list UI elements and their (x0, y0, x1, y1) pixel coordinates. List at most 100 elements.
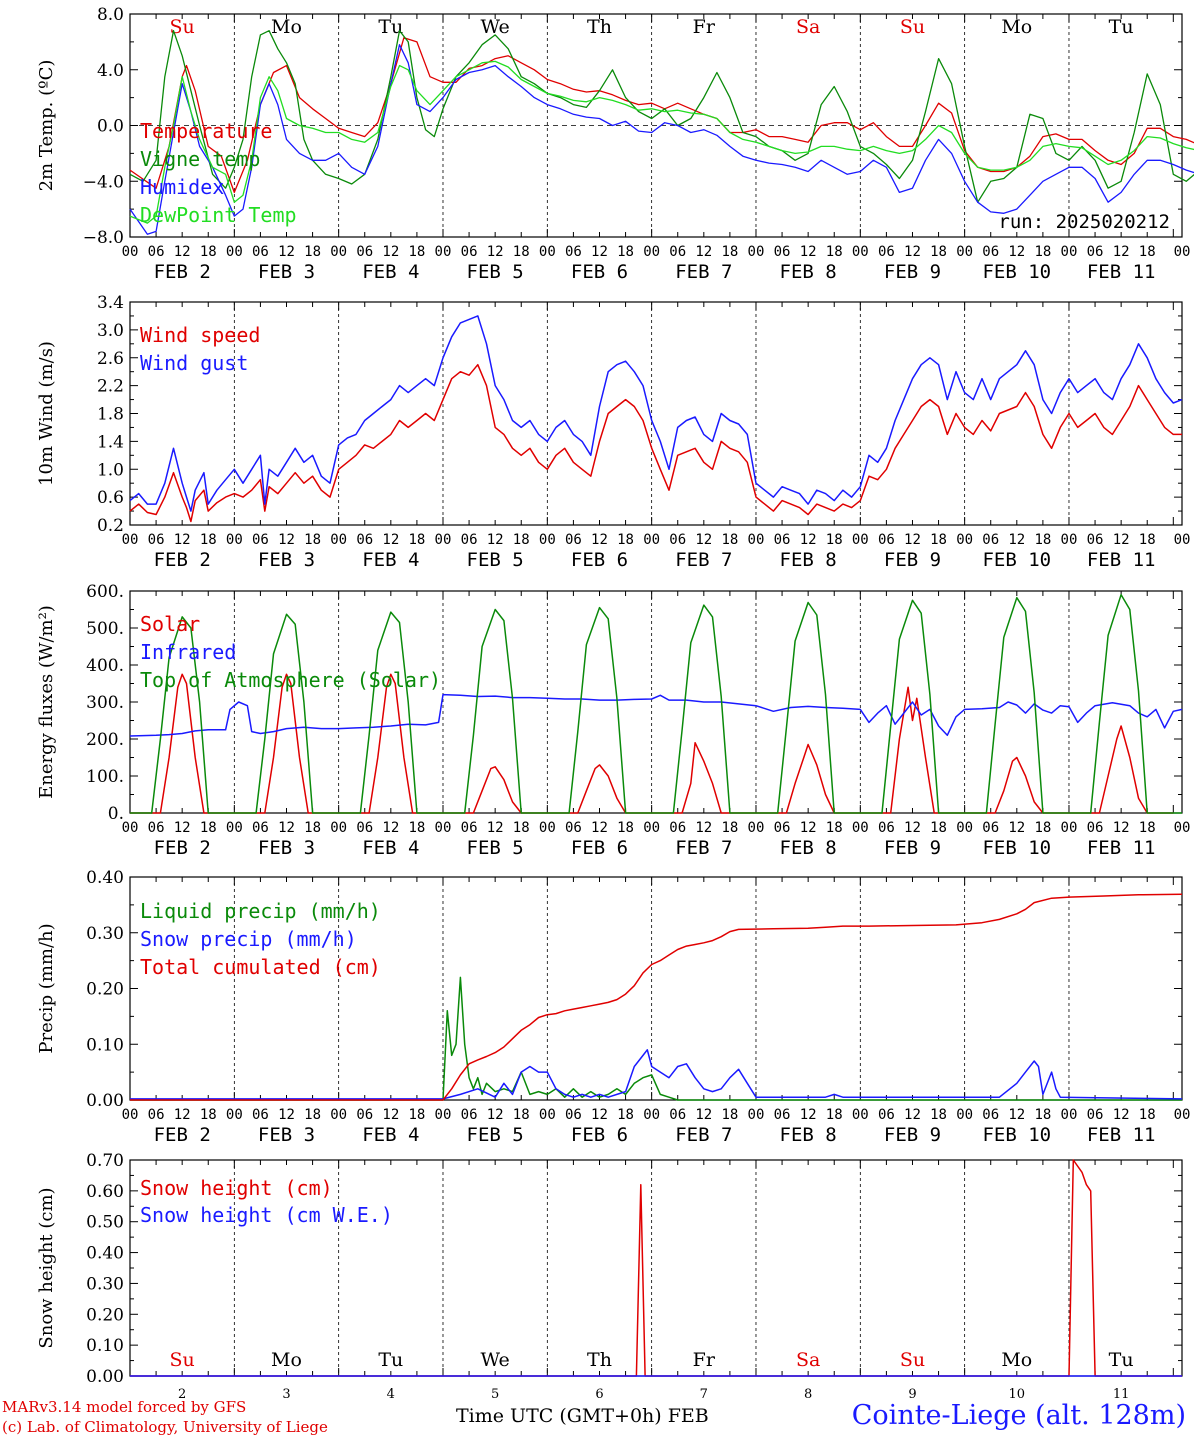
y-tick-label: 300. (86, 693, 124, 713)
y-tick-label: 0.0 (97, 117, 124, 137)
date-label: FEB 2 (154, 837, 211, 859)
hour-label: 00 (1061, 820, 1078, 836)
date-label: FEB 8 (780, 1124, 837, 1146)
hour-label: 06 (252, 820, 269, 836)
hour-label: 12 (1008, 820, 1025, 836)
hour-label: 18 (304, 244, 321, 260)
hour-label: 00 (956, 532, 973, 548)
y-axis-label: Snow height (cm) (36, 1187, 57, 1348)
date-label: FEB 9 (884, 549, 941, 571)
hour-label: 12 (1113, 820, 1130, 836)
hour-label: 06 (982, 820, 999, 836)
hour-label: 00 (226, 532, 243, 548)
hour-label: 06 (669, 820, 686, 836)
hour-label: 12 (174, 244, 191, 260)
hour-label: 00 (539, 532, 556, 548)
y-tick-label: 2.2 (97, 377, 124, 397)
hour-label: 06 (252, 532, 269, 548)
date-label: FEB 4 (362, 1124, 419, 1146)
hour-label: 00 (748, 820, 765, 836)
hour-label: 00 (330, 820, 347, 836)
series-line-snow-height-cm (130, 1159, 1182, 1377)
hour-label: 18 (617, 820, 634, 836)
legend-snow-precip-mm-h: Snow precip (mm/h) (140, 927, 357, 951)
date-label: FEB 7 (675, 837, 732, 859)
y-tick-label: 0.30 (86, 924, 124, 944)
y-tick-label: 4.0 (97, 61, 124, 81)
hour-label: 00 (1174, 532, 1191, 548)
date-label: FEB 2 (154, 261, 211, 283)
panel-5: 0.70 0.60 0.50 0.40 0.30 0.20 0.10 0.00 Snow hei… (36, 1151, 1183, 1402)
y-tick-label: 8.0 (97, 5, 124, 25)
date-label: FEB 4 (362, 837, 419, 859)
weekday-label: We (481, 1349, 510, 1371)
legend-temperature: Temperature (140, 119, 272, 143)
legend-liquid-precip-mm-h: Liquid precip (mm/h) (140, 899, 381, 923)
hour-label: 12 (904, 820, 921, 836)
hour-label: 12 (382, 820, 399, 836)
date-label: FEB 2 (154, 549, 211, 571)
hour-label: 12 (174, 820, 191, 836)
weekday-label: Fr (693, 16, 716, 38)
weekday-label: Mo (271, 16, 302, 38)
hour-label: 18 (930, 1107, 947, 1123)
weekday-label: Th (587, 1349, 612, 1371)
series-line-wind-speed (129, 363, 1182, 523)
hour-label: 00 (1174, 1107, 1191, 1123)
y-tick-label: 0.00 (86, 1367, 124, 1387)
hour-label: 12 (591, 1107, 608, 1123)
hour-label: 06 (1087, 1107, 1104, 1123)
hour-label: 06 (878, 244, 895, 260)
hour-label: 12 (487, 244, 504, 260)
weekday-label: Su (900, 16, 925, 38)
date-label: FEB 10 (982, 837, 1051, 859)
hour-label: 00 (539, 244, 556, 260)
hour-label: 18 (617, 1107, 634, 1123)
date-label: FEB 10 (982, 1124, 1051, 1146)
hour-label: 18 (721, 532, 738, 548)
date-label: FEB 6 (571, 837, 628, 859)
y-tick-label: 0.40 (86, 1244, 124, 1264)
y-tick-label: −8.0 (83, 228, 124, 248)
hour-label: 06 (356, 244, 373, 260)
hour-label: 06 (461, 532, 478, 548)
hour-label: 12 (487, 1107, 504, 1123)
hour-label: 06 (148, 820, 165, 836)
y-tick-label: 0.2 (97, 516, 124, 536)
hour-label: 18 (1139, 532, 1156, 548)
hour-label: 06 (356, 1107, 373, 1123)
hour-label: 12 (174, 1107, 191, 1123)
hour-label: 18 (826, 1107, 843, 1123)
hour-label: 00 (643, 244, 660, 260)
hour-label: 12 (382, 1107, 399, 1123)
day-number-label: 11 (1113, 1387, 1130, 1402)
hour-label: 12 (278, 532, 295, 548)
hour-label: 06 (982, 1107, 999, 1123)
hour-label: 00 (852, 244, 869, 260)
hour-label: 18 (1034, 1107, 1051, 1123)
hour-label: 06 (982, 244, 999, 260)
y-tick-label: 0.6 (97, 488, 124, 508)
plot-frame (129, 301, 1183, 526)
hour-label: 12 (1113, 244, 1130, 260)
hour-label: 06 (669, 1107, 686, 1123)
hour-label: 18 (408, 244, 425, 260)
hour-label: 00 (539, 1107, 556, 1123)
hour-label: 06 (461, 244, 478, 260)
y-tick-label: 0.10 (86, 1035, 124, 1055)
hour-label: 06 (565, 1107, 582, 1123)
hour-label: 00 (435, 244, 452, 260)
hour-label: 06 (774, 532, 791, 548)
hour-label: 18 (513, 244, 530, 260)
hour-label: 00 (643, 1107, 660, 1123)
hour-label: 18 (513, 820, 530, 836)
date-label: FEB 8 (780, 549, 837, 571)
hour-label: 06 (1087, 820, 1104, 836)
date-label: FEB 4 (362, 261, 419, 283)
panel-1: 8.04.00.0−4.0−8.02m Temp. (ºC)00 06 12 18FE… (36, 5, 1194, 283)
y-tick-label: 3.0 (97, 321, 124, 341)
legend-top-of-atmosphere-solar: Top of Atmosphere (Solar) (140, 668, 441, 692)
station-name: Cointe-Liege (alt. 128m) (851, 1400, 1186, 1431)
plot-frame (129, 590, 1183, 814)
